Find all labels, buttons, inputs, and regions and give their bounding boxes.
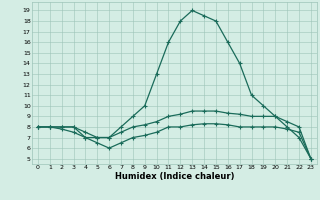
X-axis label: Humidex (Indice chaleur): Humidex (Indice chaleur) (115, 172, 234, 181)
